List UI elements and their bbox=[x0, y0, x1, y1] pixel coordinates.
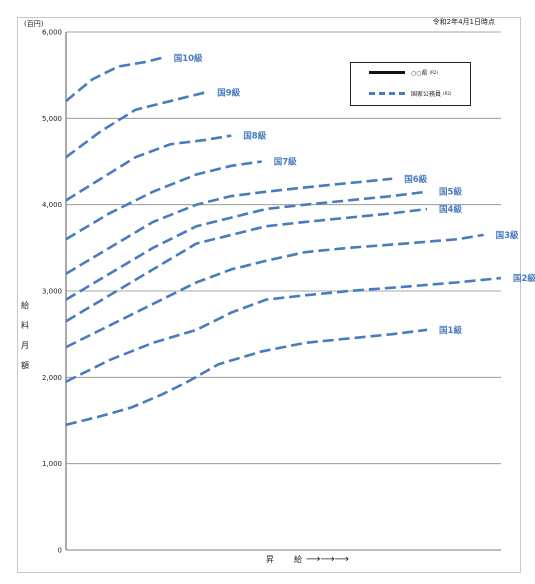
series-line-3 bbox=[65, 233, 484, 349]
y-tick-label: 5,000 bbox=[42, 115, 62, 123]
series-line-5 bbox=[65, 190, 428, 301]
series-label-2: 国2級 bbox=[513, 273, 535, 284]
grid-lines bbox=[65, 31, 501, 551]
series-label-4: 国4級 bbox=[439, 204, 462, 215]
series-line-6 bbox=[65, 177, 393, 275]
y-tick-label: 0 bbox=[58, 547, 62, 555]
x-axis-arrow: ⟶⟶⟶ bbox=[306, 554, 350, 565]
legend-sub-national: (R2) bbox=[443, 91, 452, 96]
series-label-5: 国5級 bbox=[439, 187, 462, 198]
y-tick-label: 6,000 bbox=[42, 29, 62, 37]
chart-frame bbox=[17, 17, 521, 573]
series-line-8 bbox=[65, 134, 232, 202]
legend-entry-prefecture: ○○県 (R2) bbox=[369, 68, 438, 77]
series-label-10: 国10級 bbox=[174, 53, 203, 64]
series-labels: 国1級 国2級 国3級 国4級 国5級 国6級 国7級 国8級 国9級 国10級 bbox=[174, 53, 535, 336]
unit-label: (百円) bbox=[24, 20, 44, 28]
legend-swatch-solid bbox=[369, 71, 405, 74]
y-tick-labels: 0 1,000 2,000 3,000 4,000 5,000 6,000 bbox=[42, 29, 62, 555]
series-lines bbox=[65, 56, 502, 427]
series-label-7: 国7級 bbox=[274, 157, 297, 168]
y-axis-label: 給料月額 bbox=[21, 301, 29, 370]
legend-label-national: 国家公務員 bbox=[411, 91, 442, 98]
series-line-4 bbox=[65, 207, 428, 323]
series-label-9: 国9級 bbox=[217, 87, 240, 98]
as-of-date: 令和2年4月1日時点 bbox=[432, 18, 495, 26]
x-axis-label: 昇 給 bbox=[266, 555, 308, 564]
series-label-6: 国6級 bbox=[404, 174, 427, 185]
legend-entry-national: 国家公務員 (R2) bbox=[369, 89, 451, 98]
series-label-8: 国8級 bbox=[243, 131, 266, 142]
legend-label-prefecture: ○○県 bbox=[411, 70, 428, 77]
series-line-7 bbox=[65, 160, 262, 241]
series-label-1: 国1級 bbox=[439, 325, 462, 336]
series-line-1 bbox=[65, 328, 428, 427]
y-tick-label: 3,000 bbox=[42, 288, 62, 296]
legend-sub-prefecture: (R2) bbox=[429, 70, 438, 75]
series-label-3: 国3級 bbox=[496, 230, 519, 241]
y-tick-label: 2,000 bbox=[42, 374, 62, 382]
series-line-9 bbox=[65, 91, 206, 159]
series-line-10 bbox=[65, 56, 163, 103]
legend-swatch-dashed bbox=[369, 92, 405, 95]
y-tick-label: 4,000 bbox=[42, 201, 62, 209]
series-line-2 bbox=[65, 276, 502, 383]
y-tick-label: 1,000 bbox=[42, 460, 62, 468]
legend: ○○県 (R2) 国家公務員 (R2) bbox=[350, 62, 471, 106]
